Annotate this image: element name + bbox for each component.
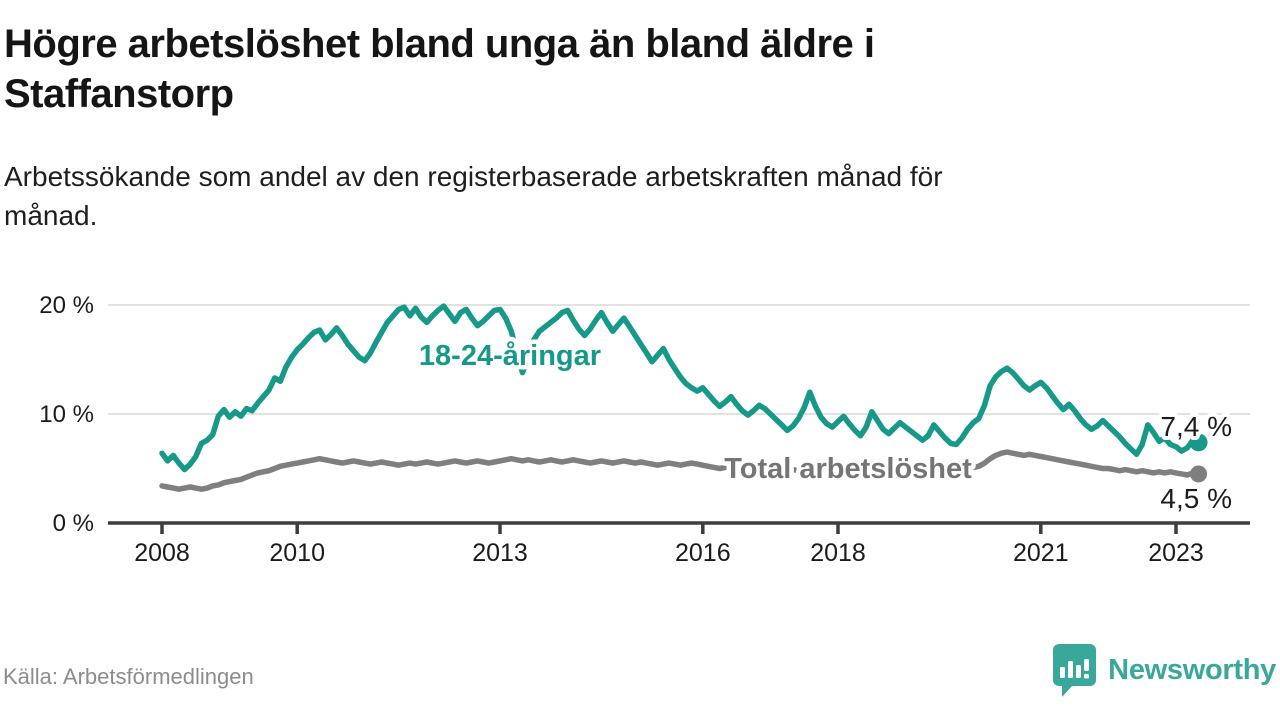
title-line-1: Högre arbetslöshet bland unga än bland ä… (4, 22, 875, 66)
x-tick-label: 2010 (269, 539, 325, 567)
x-tick-label: 2023 (1148, 539, 1204, 567)
x-tick-label: 2013 (472, 539, 528, 567)
x-tick-label: 2008 (134, 539, 190, 567)
end-dot (1190, 465, 1208, 483)
y-tick-label: 10 % (39, 401, 94, 428)
x-tick-label: 2021 (1013, 539, 1069, 567)
subtitle-line-2: månad. (4, 199, 98, 231)
series-line-youth (159, 303, 1202, 473)
y-tick-label: 20 % (39, 292, 94, 319)
series-label: 18-24-åringar (419, 340, 601, 372)
newsworthy-brand: Newsworthy (1051, 642, 1276, 698)
end-dot (1189, 433, 1208, 452)
y-tick-label: 0 % (53, 510, 94, 537)
x-tick-label: 2016 (675, 539, 731, 567)
subtitle-line-1: Arbetssökande som andel av den registerb… (4, 161, 943, 192)
chart-subtitle: Arbetssökande som andel av den registerb… (4, 158, 943, 235)
title-line-2: Staffanstorp (4, 71, 234, 116)
source-credit: Källa: Arbetsförmedlingen (3, 664, 254, 689)
x-tick-label: 2018 (810, 539, 866, 567)
end-value-label: 4,5 % (1160, 483, 1232, 514)
page-title: Högre arbetslöshet bland unga än bland ä… (4, 20, 875, 119)
series-line-total (159, 449, 1202, 492)
newsworthy-logo-text: Newsworthy (1108, 653, 1276, 686)
end-value-label: 7,4 % (1160, 411, 1232, 442)
series-label: Total arbetslöshet (724, 453, 972, 485)
newsworthy-logo-icon (1053, 644, 1097, 697)
